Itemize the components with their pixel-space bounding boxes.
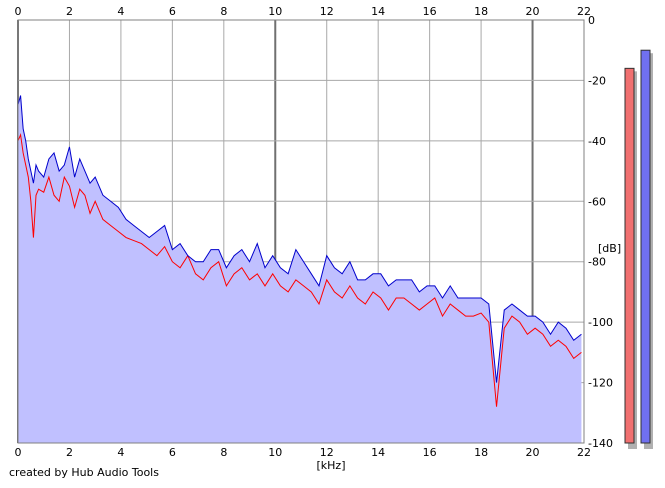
y-tick-label: -60 <box>588 195 606 208</box>
x-tick-label-top: 2 <box>66 5 73 18</box>
x-tick-label-top: 12 <box>320 5 334 18</box>
axes: 002244668810101212141416161818202022220-… <box>15 5 613 459</box>
spectrum-fill <box>18 95 582 444</box>
x-tick-label-top: 20 <box>526 5 540 18</box>
footer-credit: created by Hub Audio Tools <box>9 466 159 479</box>
x-tick-label-bottom: 4 <box>117 446 124 459</box>
x-tick-label-top: 18 <box>474 5 488 18</box>
x-tick-label-bottom: 18 <box>474 446 488 459</box>
level-meters <box>624 49 653 449</box>
series-line-1 <box>17 95 582 383</box>
y-tick-label: -140 <box>588 437 613 450</box>
level-meter-bar <box>640 49 651 444</box>
x-tick-label-bottom: 0 <box>15 446 22 459</box>
x-tick-label-top: 0 <box>15 5 22 18</box>
y-tick-label: -100 <box>588 316 613 329</box>
x-tick-label-bottom: 10 <box>268 446 282 459</box>
x-tick-label-top: 16 <box>423 5 437 18</box>
x-tick-label-top: 10 <box>268 5 282 18</box>
plot-border <box>17 19 585 444</box>
y-tick-label: -20 <box>588 74 606 87</box>
x-tick-label-bottom: 22 <box>577 446 591 459</box>
level-meter-bar <box>624 67 635 444</box>
y-tick-label: -80 <box>588 256 606 269</box>
spectrum-area <box>18 95 582 444</box>
x-tick-label-bottom: 16 <box>423 446 437 459</box>
x-tick-label-bottom: 6 <box>169 446 176 459</box>
x-tick-label-top: 8 <box>220 5 227 18</box>
x-tick-label-top: 14 <box>371 5 385 18</box>
y-tick-label: -40 <box>588 135 606 148</box>
series-line-0 <box>17 132 582 407</box>
x-tick-label-bottom: 20 <box>526 446 540 459</box>
x-tick-label-top: 22 <box>577 5 591 18</box>
x-tick-label-bottom: 12 <box>320 446 334 459</box>
x-tick-label-top: 6 <box>169 5 176 18</box>
series-lines <box>17 95 582 407</box>
x-tick-label-bottom: 14 <box>371 446 385 459</box>
x-tick-label-top: 4 <box>117 5 124 18</box>
x-axis-label: [kHz] <box>317 459 346 472</box>
x-tick-label-bottom: 8 <box>220 446 227 459</box>
y-tick-label: 0 <box>588 14 595 27</box>
x-tick-label-bottom: 2 <box>66 446 73 459</box>
y-axis-label: [dB] <box>598 242 621 255</box>
y-tick-label: -120 <box>588 377 613 390</box>
